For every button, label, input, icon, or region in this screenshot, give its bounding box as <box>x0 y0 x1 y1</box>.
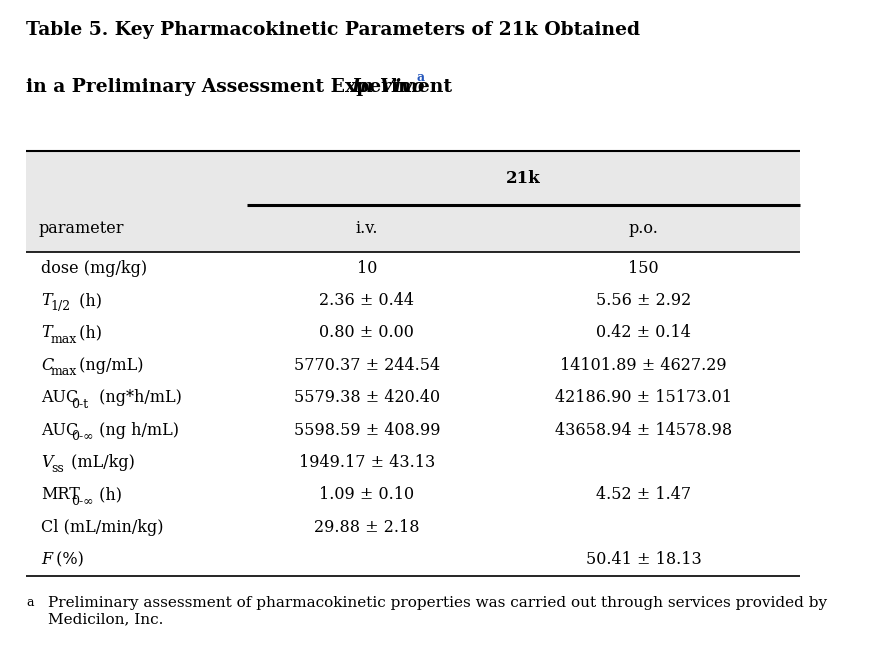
Text: (mL/kg): (mL/kg) <box>66 454 135 471</box>
Text: (ng*h/mL): (ng*h/mL) <box>94 389 182 406</box>
Text: 43658.94 ± 14578.98: 43658.94 ± 14578.98 <box>555 422 732 439</box>
Text: AUC: AUC <box>41 389 78 406</box>
Text: 50.41 ± 18.13: 50.41 ± 18.13 <box>586 551 701 568</box>
Text: 0-∞: 0-∞ <box>71 430 93 443</box>
Text: 5770.37 ± 244.54: 5770.37 ± 244.54 <box>294 357 439 374</box>
Text: 14101.89 ± 4627.29: 14101.89 ± 4627.29 <box>561 357 727 374</box>
Text: max: max <box>51 366 77 378</box>
Text: Cl (mL/min/kg): Cl (mL/min/kg) <box>41 519 163 536</box>
Text: (h): (h) <box>74 324 102 342</box>
Text: dose (mg/kg): dose (mg/kg) <box>41 259 147 277</box>
Text: F: F <box>41 551 52 568</box>
Text: 150: 150 <box>629 259 659 277</box>
Text: (h): (h) <box>74 292 102 309</box>
Text: Preliminary assessment of pharmacokinetic properties was carried out through ser: Preliminary assessment of pharmacokineti… <box>48 596 828 626</box>
Bar <box>26 151 800 252</box>
Text: in a Preliminary Assessment Experiment: in a Preliminary Assessment Experiment <box>26 78 459 96</box>
Text: Table 5. Key Pharmacokinetic Parameters of 21k Obtained: Table 5. Key Pharmacokinetic Parameters … <box>26 21 640 39</box>
Text: 0.80 ± 0.00: 0.80 ± 0.00 <box>319 324 414 342</box>
Text: p.o.: p.o. <box>629 220 658 237</box>
Text: ss: ss <box>51 462 64 476</box>
Text: 1949.17 ± 43.13: 1949.17 ± 43.13 <box>299 454 435 471</box>
Text: 5598.59 ± 408.99: 5598.59 ± 408.99 <box>294 422 440 439</box>
Text: (ng h/mL): (ng h/mL) <box>94 422 179 439</box>
Text: MRT: MRT <box>41 486 80 504</box>
Text: a: a <box>26 596 34 609</box>
Text: AUC: AUC <box>41 422 78 439</box>
Text: i.v.: i.v. <box>356 220 378 237</box>
Text: T: T <box>41 292 51 309</box>
Text: 1/2: 1/2 <box>51 300 71 313</box>
Text: a: a <box>417 71 425 84</box>
Text: 5.56 ± 2.92: 5.56 ± 2.92 <box>596 292 691 309</box>
Text: 1.09 ± 0.10: 1.09 ± 0.10 <box>319 486 414 504</box>
Text: (h): (h) <box>94 486 122 504</box>
Text: 42186.90 ± 15173.01: 42186.90 ± 15173.01 <box>555 389 732 406</box>
Text: In Vivo: In Vivo <box>351 78 425 96</box>
Text: 4.52 ± 1.47: 4.52 ± 1.47 <box>596 486 691 504</box>
Text: parameter: parameter <box>38 220 124 237</box>
Text: 5579.38 ± 420.40: 5579.38 ± 420.40 <box>294 389 439 406</box>
Text: max: max <box>51 333 77 346</box>
Text: 2.36 ± 0.44: 2.36 ± 0.44 <box>319 292 414 309</box>
Text: 0-∞: 0-∞ <box>71 495 93 508</box>
Text: 0-t: 0-t <box>71 398 88 411</box>
Text: V: V <box>41 454 52 471</box>
Text: 29.88 ± 2.18: 29.88 ± 2.18 <box>314 519 419 536</box>
Text: 0.42 ± 0.14: 0.42 ± 0.14 <box>596 324 691 342</box>
Text: C: C <box>41 357 53 374</box>
Text: T: T <box>41 324 51 342</box>
Text: 21k: 21k <box>507 169 541 187</box>
Text: (ng/mL): (ng/mL) <box>74 357 144 374</box>
Text: 10: 10 <box>357 259 377 277</box>
Text: (%): (%) <box>51 551 84 568</box>
